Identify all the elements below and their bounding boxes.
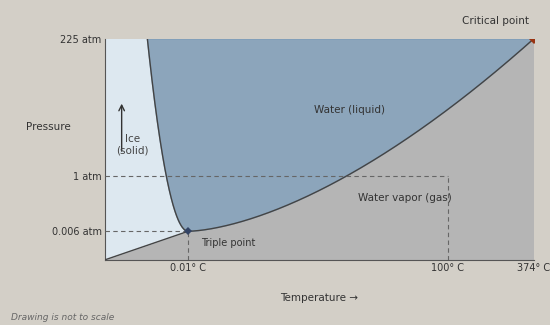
Text: Drawing is not to scale: Drawing is not to scale xyxy=(11,313,114,322)
Text: Pressure: Pressure xyxy=(26,123,71,132)
Text: Critical point: Critical point xyxy=(462,16,529,26)
Text: Water (liquid): Water (liquid) xyxy=(314,105,384,115)
Text: Triple point: Triple point xyxy=(201,238,255,248)
Text: Temperature →: Temperature → xyxy=(280,292,358,303)
Polygon shape xyxy=(104,39,188,260)
Polygon shape xyxy=(104,39,534,260)
Text: Ice
(solid): Ice (solid) xyxy=(116,134,148,156)
Polygon shape xyxy=(147,39,534,231)
Text: Water vapor (gas): Water vapor (gas) xyxy=(358,193,452,203)
